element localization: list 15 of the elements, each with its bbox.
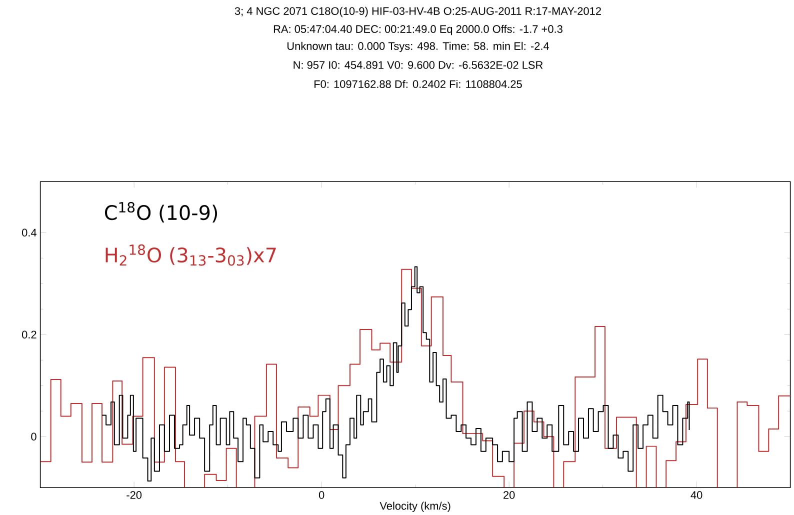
text: Unknown tau: 0.000 Tsys: 498. Time: 58. min El: -2.4 xyxy=(287,42,550,52)
x-axis-title: Velocity (km/s) xyxy=(380,502,450,512)
text: H$_{2}$$^{18}$O (3$_{13}$-3$_{03}$)x7 xyxy=(106,244,276,266)
y-tick-label: 0.2 xyxy=(22,330,36,338)
y-tick-label: 0.4 xyxy=(22,228,36,236)
x-tick-label: 20 xyxy=(504,491,515,499)
text: C$^{18}$O (10-9) xyxy=(104,202,218,222)
x-tick-label: 0 xyxy=(318,491,324,499)
y-tick-label: 0 xyxy=(31,432,36,440)
x-tick-label: 40 xyxy=(690,491,702,499)
text: 3; 4 NGC 2071 C18O(10-9) HIF-03-HV-4B O:25-AUG-2011 R:17-MAY-2012 xyxy=(234,6,601,17)
x-tick-label: -20 xyxy=(126,491,142,499)
text: N: 957 I0: 454.891 V0: 9.600 Dv: -6.5632E-02 LSR xyxy=(294,60,543,69)
text: RA: 05:47:04.40 DEC: 00:21:49.0 Eq 2000.0 Offs: -1.7 +0.3 xyxy=(274,24,562,35)
text: F0: 1097162.88 Df: 0.2402 Fi: 1108804.25 xyxy=(314,80,522,88)
